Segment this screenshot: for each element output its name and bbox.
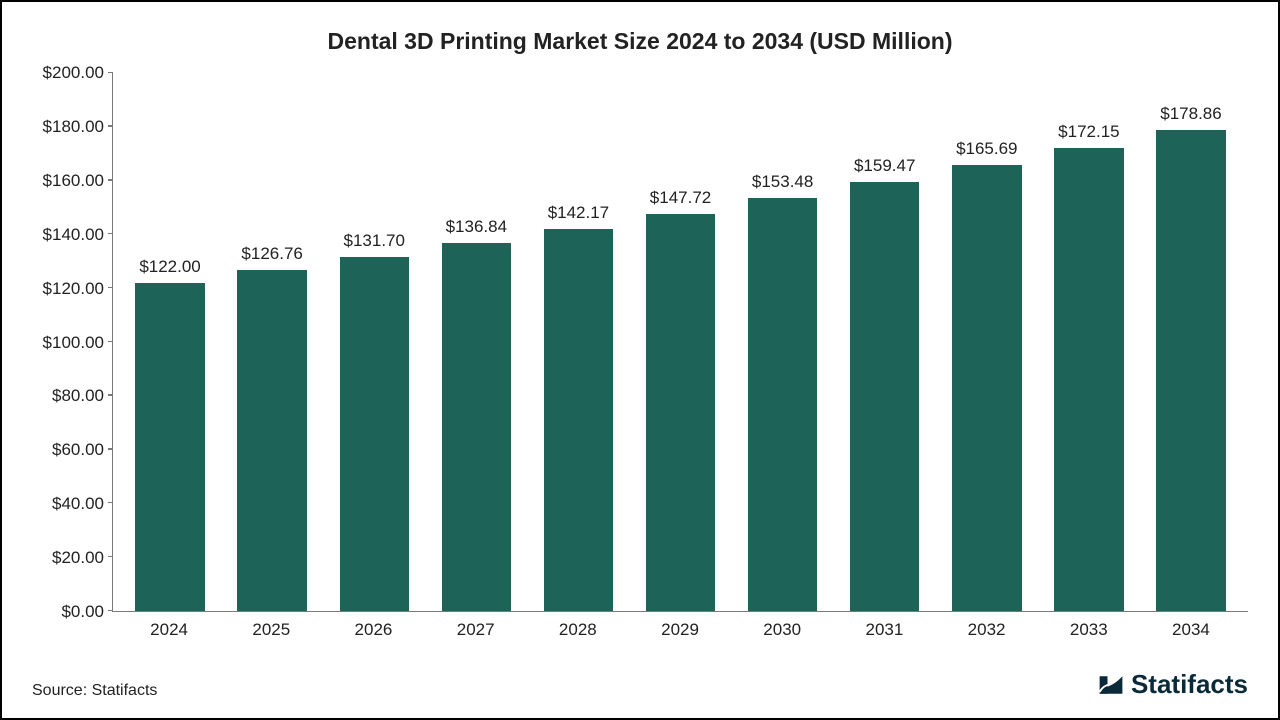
- bar-slot: $122.00: [119, 73, 221, 611]
- x-tick-label: 2028: [527, 612, 629, 646]
- y-tick-mark: [108, 287, 113, 289]
- y-tick-mark: [108, 179, 113, 181]
- y-tick-label: $180.00: [32, 117, 104, 137]
- bar: [340, 257, 409, 611]
- bar-wrap: [425, 73, 527, 611]
- bars-container: $122.00 $126.76 $131.70 $136.84 $142.17 $147.…: [113, 73, 1248, 611]
- bar-wrap: [221, 73, 323, 611]
- bar: [1156, 130, 1225, 611]
- x-axis: 2024202520262027202820292030203120322033…: [32, 612, 1248, 646]
- bar-wrap: [527, 73, 629, 611]
- bar-value-label: $126.76: [241, 244, 302, 264]
- bar-slot: $131.70: [323, 73, 425, 611]
- x-tick-label: 2025: [220, 612, 322, 646]
- bar: [646, 214, 715, 611]
- y-tick-label: $0.00: [32, 602, 104, 622]
- bar-slot: $136.84: [425, 73, 527, 611]
- x-tick-label: 2030: [731, 612, 833, 646]
- x-tick-label: 2032: [936, 612, 1038, 646]
- plot-area: $122.00 $126.76 $131.70 $136.84 $142.17 $147.…: [112, 73, 1248, 612]
- y-tick-mark: [108, 448, 113, 450]
- chart-frame: Dental 3D Printing Market Size 2024 to 2…: [0, 0, 1280, 720]
- bar-slot: $147.72: [629, 73, 731, 611]
- y-tick-label: $100.00: [32, 333, 104, 353]
- y-tick-label: $20.00: [32, 548, 104, 568]
- bar-wrap: [119, 73, 221, 611]
- bar-wrap: [834, 73, 936, 611]
- x-labels: 2024202520262027202820292030203120322033…: [112, 612, 1248, 646]
- bar: [135, 283, 204, 611]
- x-tick-label: 2027: [425, 612, 527, 646]
- chart-title: Dental 3D Printing Market Size 2024 to 2…: [32, 28, 1248, 55]
- y-tick-label: $120.00: [32, 279, 104, 299]
- y-tick-mark: [108, 233, 113, 235]
- y-tick-label: $40.00: [32, 494, 104, 514]
- y-tick-label: $140.00: [32, 225, 104, 245]
- y-tick-label: $80.00: [32, 386, 104, 406]
- bar-wrap: [1140, 73, 1242, 611]
- y-tick-mark: [108, 125, 113, 127]
- bar-slot: $178.86: [1140, 73, 1242, 611]
- bar: [442, 243, 511, 611]
- x-tick-label: 2034: [1140, 612, 1242, 646]
- bar-slot: $172.15: [1038, 73, 1140, 611]
- bar-slot: $159.47: [834, 73, 936, 611]
- y-tick-label: $160.00: [32, 171, 104, 191]
- y-axis: $0.00$20.00$40.00$60.00$80.00$100.00$120…: [32, 73, 112, 612]
- bar-slot: $165.69: [936, 73, 1038, 611]
- bar: [952, 165, 1021, 611]
- brand-logo: Statifacts: [1097, 669, 1248, 700]
- bar-slot: $153.48: [732, 73, 834, 611]
- bar-value-label: $142.17: [548, 203, 609, 223]
- x-tick-label: 2033: [1038, 612, 1140, 646]
- y-tick-mark: [108, 72, 113, 74]
- bar: [1054, 148, 1123, 611]
- y-tick-label: $200.00: [32, 63, 104, 83]
- bar: [544, 229, 613, 611]
- bar: [748, 198, 817, 611]
- bar: [850, 182, 919, 611]
- y-tick-mark: [108, 556, 113, 558]
- y-tick-mark: [108, 341, 113, 343]
- bar-slot: $142.17: [527, 73, 629, 611]
- y-tick-label: $60.00: [32, 440, 104, 460]
- y-tick-mark: [108, 502, 113, 504]
- bar-value-label: $122.00: [139, 257, 200, 277]
- bar-value-label: $153.48: [752, 172, 813, 192]
- x-tick-label: 2024: [118, 612, 220, 646]
- source-text: Source: Statifacts: [32, 682, 157, 700]
- brand-name: Statifacts: [1131, 669, 1248, 700]
- bar-value-label: $178.86: [1160, 104, 1221, 124]
- bar-value-label: $165.69: [956, 139, 1017, 159]
- bar-wrap: [629, 73, 731, 611]
- bar-wrap: [732, 73, 834, 611]
- bar-slot: $126.76: [221, 73, 323, 611]
- brand-icon: [1097, 671, 1125, 699]
- bar-value-label: $147.72: [650, 188, 711, 208]
- chart-area: $0.00$20.00$40.00$60.00$80.00$100.00$120…: [32, 73, 1248, 612]
- bar-value-label: $131.70: [344, 231, 405, 251]
- y-tick-mark: [108, 610, 113, 612]
- bar-value-label: $136.84: [446, 217, 507, 237]
- bar-value-label: $172.15: [1058, 122, 1119, 142]
- bar: [237, 270, 306, 611]
- y-tick-mark: [108, 394, 113, 396]
- x-tick-label: 2031: [833, 612, 935, 646]
- x-tick-label: 2026: [322, 612, 424, 646]
- bar-wrap: [1038, 73, 1140, 611]
- x-tick-label: 2029: [629, 612, 731, 646]
- bar-value-label: $159.47: [854, 156, 915, 176]
- bar-wrap: [323, 73, 425, 611]
- footer: Source: Statifacts Statifacts: [32, 660, 1248, 700]
